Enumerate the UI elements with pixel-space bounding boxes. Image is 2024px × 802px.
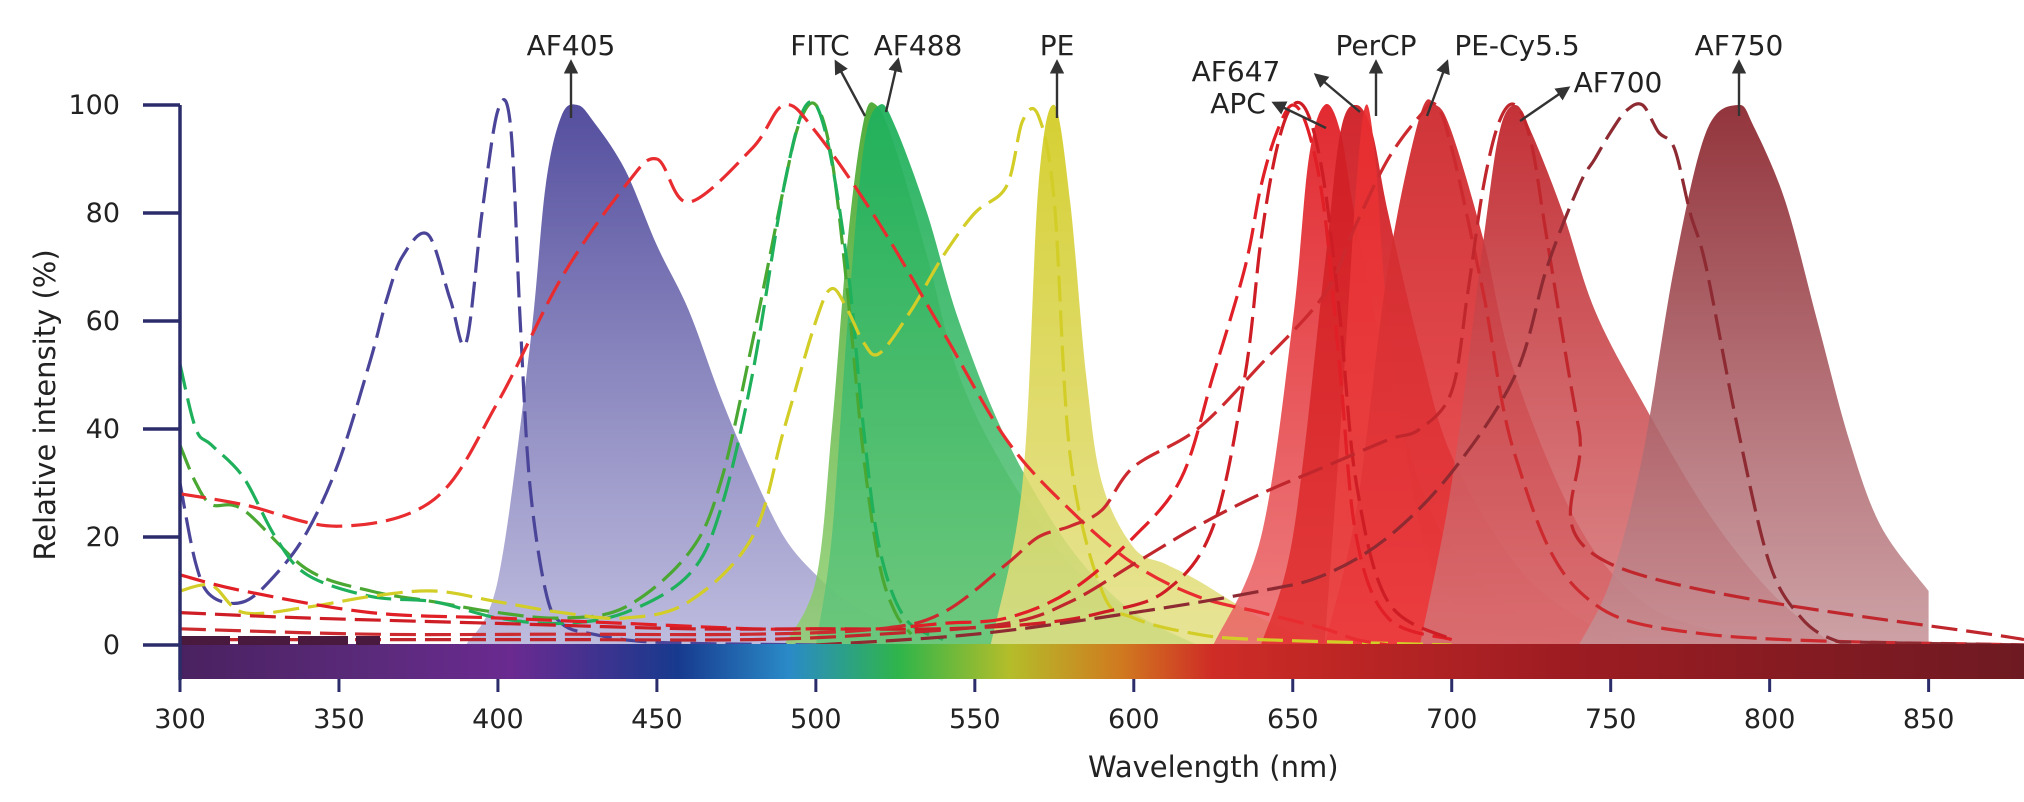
excitation-curve-af405 [178, 98, 816, 647]
y-axis-ticks: 0 20 40 60 80 100 [68, 90, 180, 661]
x-tick-label: 750 [1585, 704, 1637, 735]
x-tick-label: 300 [154, 704, 206, 735]
x-tick-label: 600 [1108, 704, 1160, 735]
dye-label-apc: APC [1210, 87, 1266, 120]
y-tick-label: 80 [86, 198, 120, 229]
bar-dash [356, 636, 380, 645]
excitation-spectra [178, 98, 2024, 647]
dye-label-percp: PerCP [1335, 29, 1416, 62]
dye-label-arrow [1271, 101, 1327, 130]
excitation-curve-pe [179, 106, 1452, 647]
dye-label-arrow [1425, 59, 1450, 117]
dye-label-fitc: FITC [790, 29, 849, 62]
x-tick-label: 650 [1267, 704, 1319, 735]
y-tick-label: 60 [86, 306, 120, 337]
y-tick-label: 20 [86, 522, 120, 553]
emission-area-af488 [815, 104, 1198, 646]
excitation-curve-af750 [815, 102, 2024, 647]
x-tick-label: 400 [472, 704, 524, 735]
dye-label-arrow [834, 59, 867, 117]
excitation-curve-af488 [178, 100, 944, 642]
excitation-curve-af700 [180, 102, 2024, 642]
y-tick-label: 40 [86, 414, 120, 445]
emission-area-af405 [466, 104, 1007, 645]
excitation-curve-percp [179, 102, 1389, 647]
x-axis-ticks: 300 350 400 450 500 550 600 650 700 750 800 850 [154, 679, 1954, 735]
emission-area-af700 [1419, 105, 1834, 645]
dye-label-af488: AF488 [874, 29, 963, 62]
dye-label-arrow [1313, 73, 1361, 113]
x-axis-title: Wavelength (nm) [1088, 750, 1339, 784]
dye-label-pe: PE [1040, 29, 1075, 62]
x-tick-label: 850 [1903, 704, 1955, 735]
bar-dash [238, 636, 290, 645]
emission-area-pe-cy5-5 [1324, 99, 1770, 646]
wavelength-spectrum-bar [180, 644, 2024, 679]
x-tick-label: 700 [1426, 704, 1478, 735]
dye-label-pe-cy5-5: PE-Cy5.5 [1454, 29, 1579, 62]
emission-spectra [466, 99, 1929, 646]
axes: 0 20 40 60 80 100 300 350 400 450 500 550 600 650 700… [28, 90, 2024, 784]
dye-label-af405: AF405 [527, 29, 616, 62]
y-axis-title: Relative intensity (%) [28, 249, 62, 560]
excitation-curve-fitc [178, 101, 913, 636]
excitation-curve-af647 [179, 100, 1453, 642]
x-tick-label: 550 [949, 704, 1001, 735]
dye-label-arrow [884, 57, 903, 113]
x-tick-label: 500 [790, 704, 842, 735]
x-tick-label: 800 [1744, 704, 1796, 735]
dye-label-af750: AF750 [1695, 29, 1784, 62]
y-tick-label: 0 [103, 630, 120, 661]
dye-label-af700: AF700 [1574, 66, 1663, 99]
excitation-curve-pe-cy5-5 [179, 101, 2024, 647]
bar-dash [298, 636, 348, 645]
dye-label-arrow [1519, 86, 1571, 122]
emission-area-pe [990, 104, 1325, 646]
emission-area-af750 [1578, 104, 1929, 646]
spectrum-bar-dashes [180, 636, 380, 645]
dye-label-af647: AF647 [1192, 55, 1281, 88]
y-tick-label: 100 [68, 90, 120, 121]
excitation-curve-apc [179, 103, 1453, 642]
x-tick-label: 450 [631, 704, 683, 735]
x-tick-label: 350 [313, 704, 365, 735]
bar-dash [180, 636, 230, 645]
